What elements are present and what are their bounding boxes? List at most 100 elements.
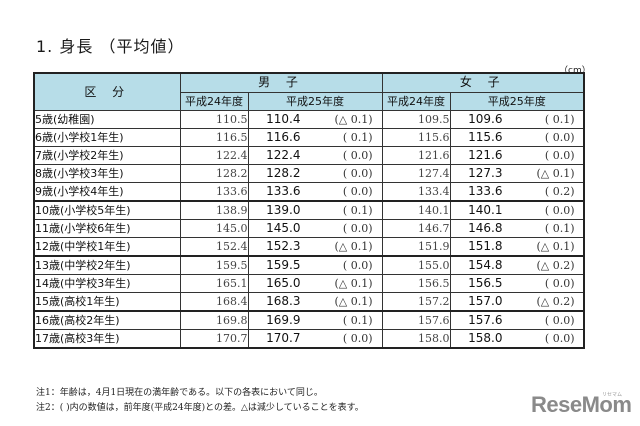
girls-prev-value: 109.5 — [381, 110, 451, 130]
footnote-2: 注2：( )内の数値は，前年度(平成24年度)との差。△は減少していることを表す… — [36, 403, 364, 413]
table-row: 8歳(小学校3年生) 128.2 128.2( 0.0) 127.4 127.3 (△ 0… — [33, 164, 585, 184]
boys-diff: ( 0.1) — [342, 131, 373, 145]
table-row: 17歳(高校3年生) 170.7 170.7( 0.0) 158.0 158.0( 0.… — [33, 329, 585, 349]
girls-prev-value: 151.9 — [381, 237, 451, 257]
boys-diff: (△ 0.1) — [334, 240, 373, 254]
boys-diff: ( 0.0) — [342, 149, 373, 163]
row-label: 13歳(中学校2年生) — [33, 255, 181, 276]
row-label: 9歳(小学校4年生) — [33, 182, 181, 202]
boys-cur-cell: 152.3 (△ 0.1) — [247, 237, 383, 257]
row-label: 15歳(高校1年生) — [33, 292, 181, 312]
girls-cur-cell: 156.5 ( 0.0) — [449, 274, 585, 294]
boys-cur-cell: 169.9 ( 0.1) — [247, 310, 383, 331]
table-body: 5歳(幼稚園) 110.5 110.4 (△ 0.1) 109.5 109.6 ( 0.1)… — [33, 110, 585, 349]
table-row: 7歳(小学校2年生) 122.4 122.4( 0.0) 121.6 121.6( 0.… — [33, 146, 585, 166]
girls-cur-value: 157.6 — [468, 313, 503, 328]
row-label: 11歳(小学校6年生) — [33, 219, 181, 239]
boys-diff: ( 0.0) — [342, 167, 373, 181]
girls-prev-value: 146.7 — [381, 219, 451, 239]
girls-cur-value: 146.8 — [468, 221, 503, 236]
girls-cur-cell: 109.6 ( 0.1) — [449, 110, 585, 130]
header-category: 区 分 — [33, 72, 181, 112]
row-label: 12歳(中学校1年生) — [33, 237, 181, 257]
boys-cur-cell: 133.6 ( 0.0) — [247, 182, 383, 202]
girls-diff: ( 0.1) — [544, 113, 575, 127]
table-row: 5歳(幼稚園) 110.5 110.4 (△ 0.1) 109.5 109.6 ( 0.1) — [33, 110, 585, 130]
header-boys-cur: 平成25年度 — [247, 91, 383, 112]
girls-cur-value: 156.5 — [468, 276, 503, 291]
girls-diff: ( 0.0) — [544, 332, 575, 346]
girls-prev-value: 127.4 — [381, 164, 451, 184]
table-row: 6歳(小学校1年生) 116.5 116.6 ( 0.1) 115.6 115.6 ( 0.… — [33, 128, 585, 148]
table-row: 11歳(小学校6年生) 145.0 145.0( 0.0) 146.7 146.8( 0… — [33, 219, 585, 239]
boys-diff: (△ 0.1) — [334, 277, 373, 291]
girls-prev-value: 157.6 — [381, 310, 451, 331]
table-row: 14歳(中学校3年生) 165.1 165.0 (△ 0.1) 156.5 156.5 ( … — [33, 274, 585, 294]
footnotes: 注1：年齢は，4月1日現在の満年齢である。以下の各表において同じ。 注2：( )… — [36, 386, 364, 416]
girls-diff: ( 0.1) — [544, 222, 575, 236]
girls-diff: ( 0.0) — [544, 314, 575, 328]
girls-diff: (△ 0.2) — [536, 259, 575, 273]
girls-cur-cell: 154.8 (△ 0.2) — [449, 255, 585, 276]
boys-cur-cell: 122.4 ( 0.0) — [247, 146, 383, 166]
girls-cur-value: 127.3 — [468, 166, 503, 181]
boys-diff: ( 0.1) — [342, 314, 373, 328]
girls-cur-cell: 115.6 ( 0.0) — [449, 128, 585, 148]
girls-prev-value: 121.6 — [381, 146, 451, 166]
girls-cur-value: 140.1 — [468, 203, 503, 218]
row-label: 8歳(小学校3年生) — [33, 164, 181, 184]
girls-diff: ( 0.0) — [544, 204, 575, 218]
girls-cur-value: 157.0 — [468, 294, 503, 309]
boys-cur-value: 122.4 — [266, 148, 301, 163]
table-row: 10歳(小学校5年生) 138.9 139.0 ( 0.1) 140.1 140.1 ( 0… — [33, 200, 585, 221]
boys-prev-value: 159.5 — [179, 255, 249, 276]
boys-cur-cell: 128.2 ( 0.0) — [247, 164, 383, 184]
boys-diff: ( 0.0) — [342, 222, 373, 236]
girls-cur-value: 158.0 — [468, 331, 503, 346]
girls-cur-value: 115.6 — [468, 130, 503, 145]
boys-prev-value: 152.4 — [179, 237, 249, 257]
girls-prev-value: 140.1 — [381, 200, 451, 221]
girls-diff: ( 0.0) — [544, 277, 575, 291]
girls-cur-value: 133.6 — [468, 184, 503, 199]
header-boys-prev: 平成24年度 — [179, 91, 249, 112]
header-girls-cur: 平成25年度 — [449, 91, 585, 112]
girls-diff: (△ 0.1) — [536, 240, 575, 254]
row-label: 5歳(幼稚園) — [33, 110, 181, 130]
girls-diff: (△ 0.2) — [536, 295, 575, 309]
girls-diff: (△ 0.1) — [536, 167, 575, 181]
boys-prev-value: 128.2 — [179, 164, 249, 184]
girls-cur-cell: 157.0 (△ 0.2) — [449, 292, 585, 312]
boys-diff: ( 0.0) — [342, 259, 373, 273]
boys-prev-value: 122.4 — [179, 146, 249, 166]
girls-diff: ( 0.2) — [544, 185, 575, 199]
boys-cur-value: 128.2 — [266, 166, 301, 181]
boys-diff: ( 0.0) — [342, 185, 373, 199]
boys-cur-cell: 110.4 (△ 0.1) — [247, 110, 383, 130]
boys-cur-value: 152.3 — [266, 239, 301, 254]
header-boys: 男 子 — [179, 72, 383, 93]
boys-cur-cell: 170.7 ( 0.0) — [247, 329, 383, 349]
boys-cur-value: 133.6 — [266, 184, 301, 199]
header-girls-prev: 平成24年度 — [381, 91, 451, 112]
boys-cur-cell: 139.0 ( 0.1) — [247, 200, 383, 221]
boys-cur-value: 168.3 — [266, 294, 301, 309]
boys-cur-cell: 165.0 (△ 0.1) — [247, 274, 383, 294]
table-row: 9歳(小学校4年生) 133.6 133.6( 0.0) 133.4 133.6( 0.… — [33, 182, 585, 202]
boys-diff: (△ 0.1) — [334, 295, 373, 309]
row-label: 14歳(中学校3年生) — [33, 274, 181, 294]
girls-prev-value: 157.2 — [381, 292, 451, 312]
girls-diff: ( 0.0) — [544, 149, 575, 163]
unit-label: （cm） — [559, 66, 591, 76]
boys-prev-value: 145.0 — [179, 219, 249, 239]
girls-cur-value: 109.6 — [468, 112, 503, 127]
girls-cur-cell: 151.8 (△ 0.1) — [449, 237, 585, 257]
girls-cur-cell: 140.1 ( 0.0) — [449, 200, 585, 221]
boys-prev-value: 168.4 — [179, 292, 249, 312]
row-label: 17歳(高校3年生) — [33, 329, 181, 349]
table-row: 16歳(高校2年生) 169.8 169.9 ( 0.1) 157.6 157.6 ( 0.… — [33, 310, 585, 331]
girls-prev-value: 133.4 — [381, 182, 451, 202]
girls-cur-value: 151.8 — [468, 239, 503, 254]
row-label: 7歳(小学校2年生) — [33, 146, 181, 166]
boys-cur-cell: 116.6 ( 0.1) — [247, 128, 383, 148]
